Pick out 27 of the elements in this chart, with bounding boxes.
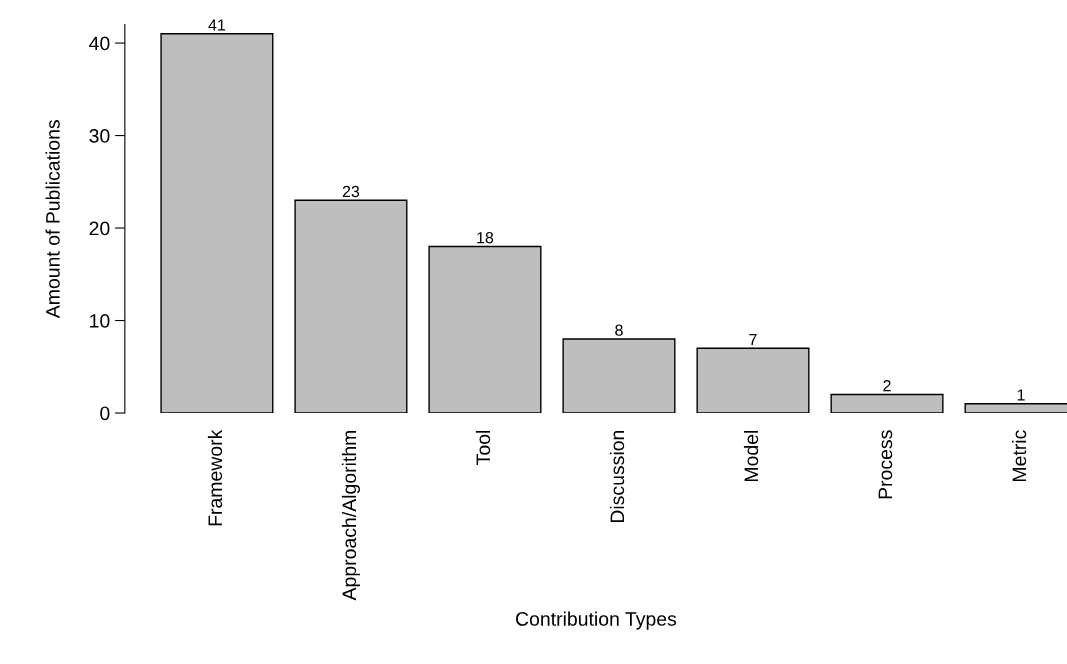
data-label: 2 <box>883 380 891 392</box>
y-tick-label: 0 <box>100 406 110 421</box>
y-tick-label: 40 <box>89 36 110 51</box>
x-tick-label: Framework <box>207 429 223 526</box>
x-tick-label: Process <box>878 430 893 499</box>
y-tick-label: 30 <box>89 129 110 143</box>
x-tick-label: Model <box>743 430 759 482</box>
data-label: 1 <box>1017 389 1025 401</box>
y-axis-title: Amount of Publications <box>45 120 60 319</box>
x-tick-label: Discussion <box>609 430 625 523</box>
x-axis-title: Contribution Types <box>516 611 677 630</box>
x-tick-label: Approach/Algorithm <box>341 430 360 601</box>
data-label: 23 <box>342 185 360 198</box>
y-tick-label: 20 <box>89 221 110 236</box>
bar <box>294 199 408 414</box>
data-label: 7 <box>749 333 757 345</box>
data-label: 18 <box>477 232 494 244</box>
bar <box>830 393 944 414</box>
bar <box>160 33 274 414</box>
x-tick-label: Tool <box>475 430 491 465</box>
data-label: 41 <box>208 19 226 31</box>
y-tick-label: 10 <box>90 313 110 328</box>
bar <box>428 245 542 414</box>
x-tick-label: Metric <box>1011 430 1027 482</box>
data-label: 8 <box>615 324 623 336</box>
bar <box>562 338 676 414</box>
bar <box>696 347 810 414</box>
